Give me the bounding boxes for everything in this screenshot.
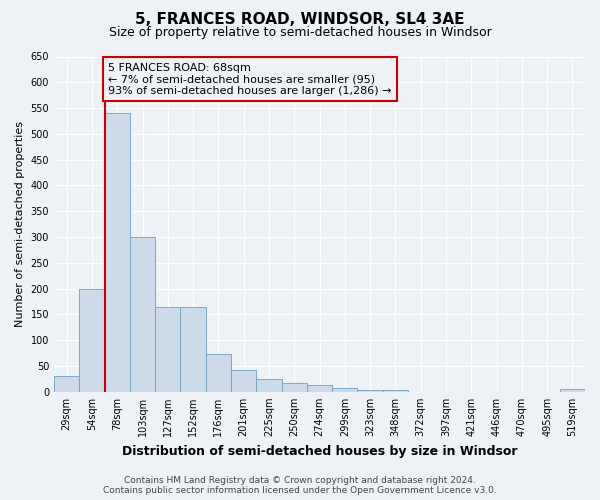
Text: Contains HM Land Registry data © Crown copyright and database right 2024.
Contai: Contains HM Land Registry data © Crown c… [103, 476, 497, 495]
Bar [206, 354, 231, 392]
Bar [130, 237, 155, 392]
Text: 5 FRANCES ROAD: 68sqm
← 7% of semi-detached houses are smaller (95)
93% of semi-: 5 FRANCES ROAD: 68sqm ← 7% of semi-detac… [109, 62, 392, 96]
Bar [281, 382, 307, 392]
Text: Size of property relative to semi-detached houses in Windsor: Size of property relative to semi-detach… [109, 26, 491, 39]
Bar [332, 388, 358, 392]
Bar [383, 390, 408, 392]
Bar [79, 288, 104, 392]
Y-axis label: Number of semi-detached properties: Number of semi-detached properties [15, 121, 25, 327]
Bar [155, 306, 181, 392]
Bar [54, 376, 79, 392]
Bar [104, 113, 130, 392]
X-axis label: Distribution of semi-detached houses by size in Windsor: Distribution of semi-detached houses by … [122, 444, 517, 458]
Bar [560, 389, 585, 392]
Bar [231, 370, 256, 392]
Bar [181, 306, 206, 392]
Bar [358, 390, 383, 392]
Text: 5, FRANCES ROAD, WINDSOR, SL4 3AE: 5, FRANCES ROAD, WINDSOR, SL4 3AE [135, 12, 465, 28]
Bar [307, 385, 332, 392]
Bar [256, 379, 281, 392]
